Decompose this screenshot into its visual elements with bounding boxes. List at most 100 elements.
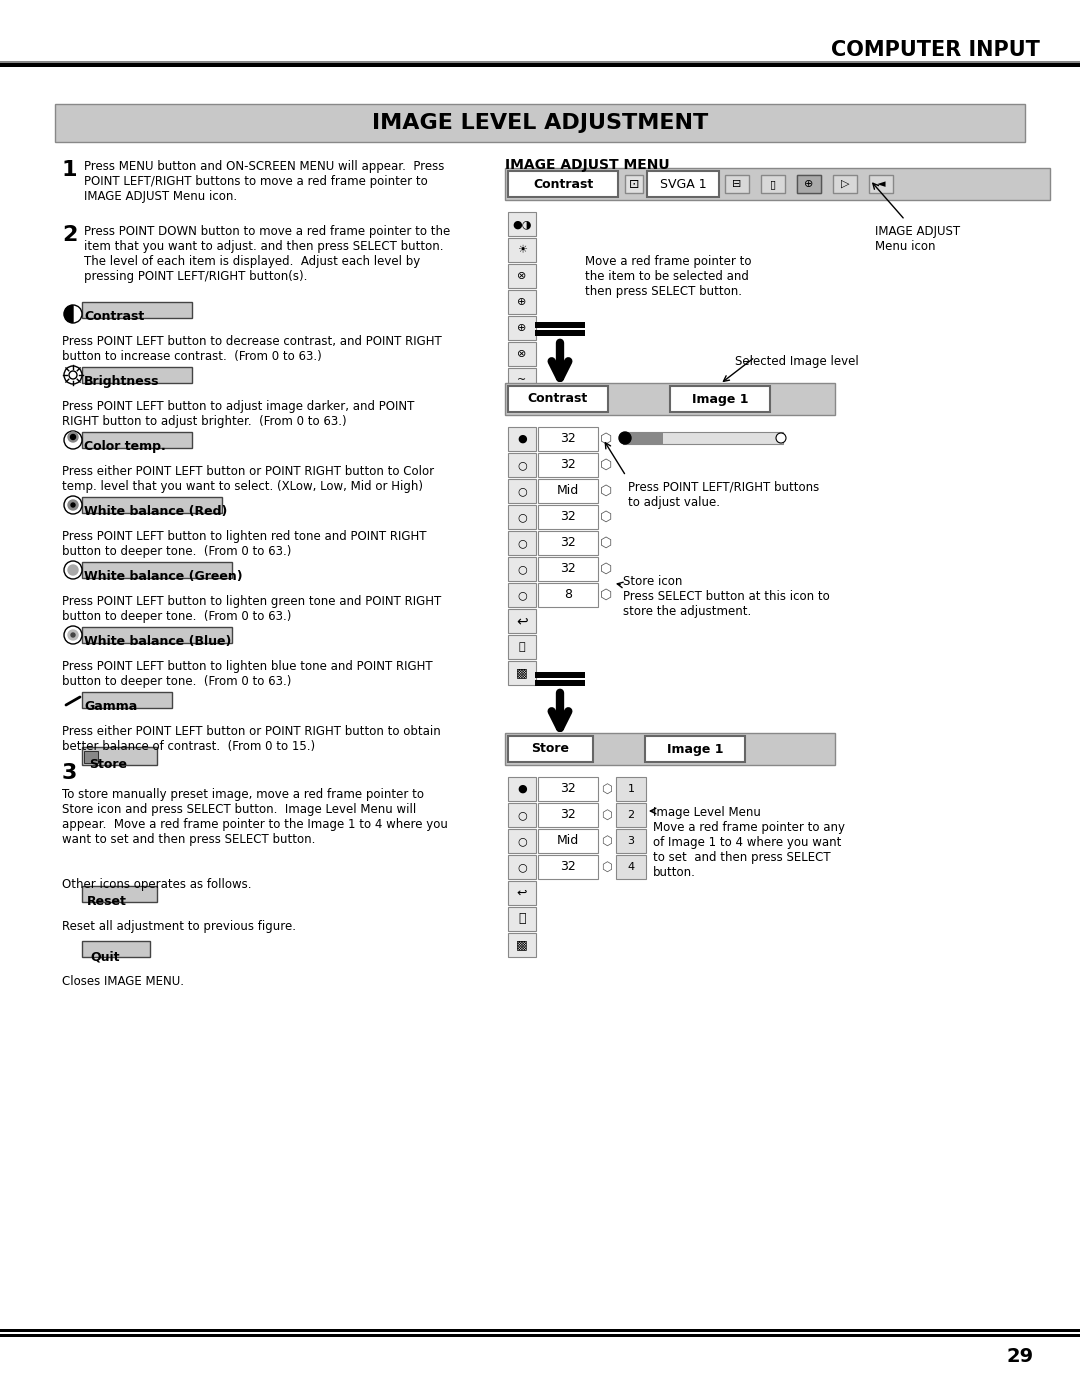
Text: ⬡: ⬡: [599, 588, 612, 602]
Circle shape: [64, 496, 82, 514]
Text: ⬡: ⬡: [600, 861, 611, 873]
Bar: [508, 636, 536, 659]
Text: White balance (Blue): White balance (Blue): [84, 636, 231, 648]
Bar: [797, 175, 821, 193]
Bar: [645, 736, 745, 761]
Text: 1: 1: [627, 784, 635, 793]
Text: Image 1: Image 1: [692, 393, 748, 405]
Text: Press POINT LEFT button to adjust image darker, and POINT
RIGHT button to adjust: Press POINT LEFT button to adjust image …: [62, 400, 415, 427]
Text: ⬡: ⬡: [599, 458, 612, 472]
Circle shape: [64, 305, 82, 323]
Text: 32: 32: [561, 458, 576, 472]
Bar: [761, 175, 785, 193]
Text: ○: ○: [517, 511, 527, 522]
Text: Contrast: Contrast: [532, 177, 593, 190]
Text: Other icons operates as follows.: Other icons operates as follows.: [62, 877, 252, 891]
Text: Closes IMAGE MENU.: Closes IMAGE MENU.: [62, 975, 184, 988]
Text: ☀: ☀: [517, 244, 527, 256]
Bar: [82, 627, 232, 643]
Text: ⊟: ⊟: [732, 179, 742, 189]
Text: ⬡: ⬡: [599, 562, 612, 576]
Text: Store: Store: [531, 742, 569, 756]
Text: 32: 32: [561, 536, 576, 549]
Text: Image 1: Image 1: [666, 742, 724, 756]
Text: ~: ~: [517, 374, 527, 386]
Text: 32: 32: [561, 782, 576, 795]
Text: Color temp.: Color temp.: [84, 440, 165, 453]
Text: ⬡: ⬡: [599, 432, 612, 446]
Bar: [82, 747, 157, 766]
Text: Mid: Mid: [557, 485, 579, 497]
Bar: [538, 557, 598, 581]
Text: Contrast: Contrast: [84, 310, 145, 323]
Circle shape: [64, 366, 82, 384]
Bar: [538, 504, 598, 529]
Text: ○: ○: [517, 862, 527, 872]
Bar: [505, 733, 835, 766]
Bar: [0, 1334, 1080, 1337]
Text: ○: ○: [517, 564, 527, 574]
Bar: [508, 907, 536, 930]
Text: Press POINT LEFT button to decrease contrast, and POINT RIGHT
button to increase: Press POINT LEFT button to decrease cont…: [62, 335, 442, 363]
Bar: [869, 175, 893, 193]
Text: 8: 8: [564, 588, 572, 602]
Text: 29: 29: [1007, 1348, 1034, 1366]
Text: COMPUTER INPUT: COMPUTER INPUT: [832, 41, 1040, 60]
Text: 🖌: 🖌: [518, 643, 525, 652]
Bar: [625, 175, 643, 193]
Bar: [55, 103, 1025, 142]
Text: Press POINT LEFT button to lighten blue tone and POINT RIGHT
button to deeper to: Press POINT LEFT button to lighten blue …: [62, 659, 433, 687]
Text: ○: ○: [517, 590, 527, 599]
Bar: [508, 367, 536, 393]
Text: Press POINT LEFT/RIGHT buttons
to adjust value.: Press POINT LEFT/RIGHT buttons to adjust…: [627, 481, 820, 509]
Text: ⊡: ⊡: [629, 177, 639, 190]
Text: Gamma: Gamma: [84, 700, 137, 712]
Text: Press either POINT LEFT button or POINT RIGHT button to obtain
better balance of: Press either POINT LEFT button or POINT …: [62, 725, 441, 753]
Bar: [616, 828, 646, 854]
Bar: [508, 609, 536, 633]
Text: ⊕: ⊕: [805, 179, 813, 189]
Text: ↩: ↩: [516, 887, 527, 900]
Text: 1: 1: [62, 161, 78, 180]
Bar: [0, 1329, 1080, 1331]
Bar: [797, 175, 821, 193]
Text: IMAGE ADJUST MENU: IMAGE ADJUST MENU: [505, 158, 670, 172]
Bar: [725, 175, 750, 193]
Circle shape: [68, 432, 78, 441]
Bar: [508, 828, 536, 854]
Text: ○: ○: [517, 538, 527, 548]
Wedge shape: [65, 306, 73, 323]
Text: 32: 32: [561, 563, 576, 576]
Text: ⊕: ⊕: [517, 323, 527, 332]
Bar: [82, 942, 150, 957]
Bar: [505, 168, 1050, 200]
Bar: [82, 562, 232, 578]
Circle shape: [64, 562, 82, 578]
Bar: [508, 386, 608, 412]
Circle shape: [70, 434, 76, 440]
Text: ●: ●: [517, 434, 527, 444]
Text: ↩: ↩: [516, 615, 528, 629]
Bar: [538, 479, 598, 503]
Text: Contrast: Contrast: [528, 393, 589, 405]
Bar: [535, 672, 585, 678]
Bar: [508, 427, 536, 451]
Text: SVGA 1: SVGA 1: [660, 177, 706, 190]
Text: Image Level Menu
Move a red frame pointer to any
of Image 1 to 4 where you want
: Image Level Menu Move a red frame pointe…: [653, 806, 845, 879]
Circle shape: [68, 564, 78, 576]
Bar: [508, 479, 536, 503]
Text: Press either POINT LEFT button or POINT RIGHT button to Color
temp. level that y: Press either POINT LEFT button or POINT …: [62, 465, 434, 493]
Text: Store: Store: [89, 759, 127, 771]
Text: ○: ○: [517, 835, 527, 847]
Bar: [616, 855, 646, 879]
Text: 32: 32: [561, 510, 576, 524]
Text: ⊕: ⊕: [517, 298, 527, 307]
Bar: [670, 386, 770, 412]
Text: Press POINT DOWN button to move a red frame pointer to the
item that you want to: Press POINT DOWN button to move a red fr…: [84, 225, 450, 284]
Bar: [535, 330, 585, 337]
Bar: [508, 291, 536, 314]
Bar: [82, 692, 172, 708]
Bar: [538, 828, 598, 854]
Circle shape: [64, 432, 82, 448]
Text: White balance (Red): White balance (Red): [84, 504, 228, 518]
